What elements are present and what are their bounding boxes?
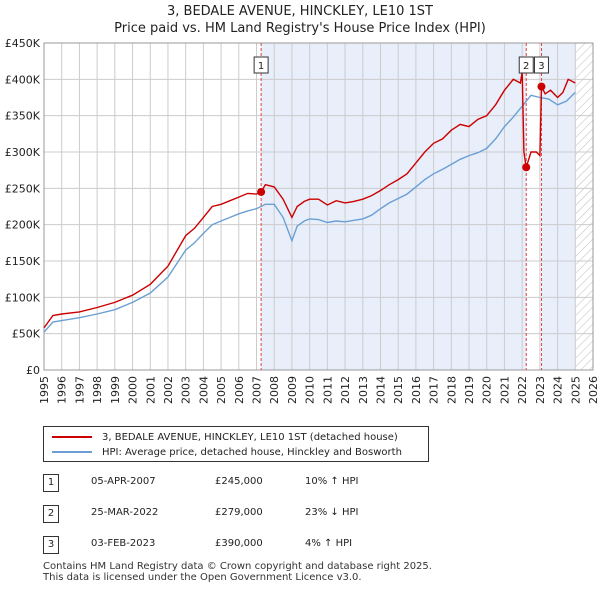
x-tick-label: 2025 [569, 376, 582, 404]
x-tick-label: 2009 [286, 376, 299, 404]
table-row: 3 03-FEB-2023 £390,000 4% ↑ HPI [43, 536, 463, 554]
y-tick-label: £250K [5, 182, 41, 195]
legend-swatch-hpi [52, 451, 92, 453]
shaded-period [261, 43, 527, 370]
table-row: 2 25-MAR-2022 £279,000 23% ↓ HPI [43, 505, 463, 523]
footer-line-1: Contains HM Land Registry data © Crown c… [43, 561, 432, 572]
sale-label-box [533, 56, 549, 74]
y-tick-label: £50K [12, 328, 41, 341]
sale-point [257, 187, 266, 196]
x-tick-label: 1997 [73, 376, 86, 404]
sale-label-box [253, 56, 269, 74]
x-tick-label: 2024 [552, 376, 565, 404]
sale-label: 3 [538, 61, 544, 72]
transaction-number: 1 [43, 474, 59, 492]
x-tick-label: 2020 [481, 376, 494, 404]
x-tick-label: 2003 [180, 376, 193, 404]
x-tick-label: 2004 [197, 376, 210, 404]
transaction-date: 25-MAR-2022 [91, 507, 159, 518]
legend-label-price: 3, BEDALE AVENUE, HINCKLEY, LE10 1ST (de… [102, 432, 398, 443]
x-tick-label: 2000 [127, 376, 140, 404]
x-tick-label: 2008 [268, 376, 281, 404]
x-tick-label: 2006 [233, 376, 246, 404]
y-tick-label: £300K [5, 146, 41, 159]
chart-title: 3, BEDALE AVENUE, HINCKLEY, LE10 1ST Pri… [0, 3, 600, 37]
legend-label-hpi: HPI: Average price, detached house, Hinc… [102, 447, 402, 458]
sale-label: 2 [523, 61, 529, 72]
y-tick-label: £150K [5, 255, 41, 268]
shaded-period [541, 43, 576, 370]
x-tick-label: 1995 [38, 376, 51, 404]
x-tick-label: 2021 [498, 376, 511, 404]
x-tick-label: 2018 [445, 376, 458, 404]
sale-point [537, 82, 546, 91]
x-tick-label: 2013 [357, 376, 370, 404]
transaction-date: 05-APR-2007 [91, 476, 156, 487]
x-tick-label: 2011 [321, 376, 334, 404]
x-tick-label: 2016 [410, 376, 423, 404]
transaction-number: 2 [43, 505, 59, 523]
x-tick-label: 2002 [162, 376, 175, 404]
table-row: 1 05-APR-2007 £245,000 10% ↑ HPI [43, 474, 463, 492]
x-tick-label: 2010 [304, 376, 317, 404]
y-tick-label: £0 [26, 364, 40, 377]
legend-swatch-price [52, 436, 92, 438]
y-tick-label: £200K [5, 219, 41, 232]
legend-item-hpi: HPI: Average price, detached house, Hinc… [52, 445, 402, 460]
x-tick-label: 2017 [428, 376, 441, 404]
x-tick-label: 2023 [534, 376, 547, 404]
transaction-hpi: 4% ↑ HPI [305, 538, 353, 549]
sale-label: 1 [258, 61, 264, 72]
y-tick-label: £100K [5, 291, 41, 304]
x-tick-label: 2001 [144, 376, 157, 404]
legend: 3, BEDALE AVENUE, HINCKLEY, LE10 1ST (de… [43, 426, 429, 462]
title-line-2: Price paid vs. HM Land Registry's House … [114, 21, 486, 36]
x-tick-label: 1999 [109, 376, 122, 404]
footer: Contains HM Land Registry data © Crown c… [43, 561, 432, 583]
title-line-1: 3, BEDALE AVENUE, HINCKLEY, LE10 1ST [166, 4, 433, 19]
x-tick-label: 2007 [251, 376, 264, 404]
sale-point [522, 163, 531, 172]
transaction-number: 3 [43, 536, 59, 554]
x-tick-label: 1996 [56, 376, 69, 404]
x-tick-label: 2014 [374, 376, 387, 404]
legend-item-price: 3, BEDALE AVENUE, HINCKLEY, LE10 1ST (de… [52, 430, 398, 445]
price-chart: £0 £50K £100K £150K £200K £250K £300K £350K £400… [5, 37, 600, 404]
x-tick-label: 2022 [516, 376, 529, 404]
footer-line-2: This data is licensed under the Open Gov… [43, 572, 362, 583]
transaction-price: £279,000 [215, 507, 263, 518]
y-tick-label: £350K [5, 110, 41, 123]
transaction-hpi: 23% ↓ HPI [305, 507, 359, 518]
hpi-series-line [43, 91, 576, 333]
x-tick-label: 2019 [463, 376, 476, 404]
x-tick-label: 1998 [91, 376, 104, 404]
transaction-hpi: 10% ↑ HPI [305, 476, 359, 487]
price-series-line [43, 71, 576, 329]
y-tick-label: £400K [5, 73, 41, 86]
transaction-price: £245,000 [215, 476, 263, 487]
forecast-hatch [575, 43, 593, 370]
x-tick-label: 2015 [392, 376, 405, 404]
x-tick-label: 2026 [587, 376, 600, 404]
y-tick-label: £450K [5, 37, 41, 50]
x-tick-label: 2012 [339, 376, 352, 404]
transaction-date: 03-FEB-2023 [91, 538, 156, 549]
plot-border [43, 42, 594, 371]
sale-label-box [518, 56, 534, 74]
x-tick-label: 2005 [215, 376, 228, 404]
transaction-price: £390,000 [215, 538, 263, 549]
